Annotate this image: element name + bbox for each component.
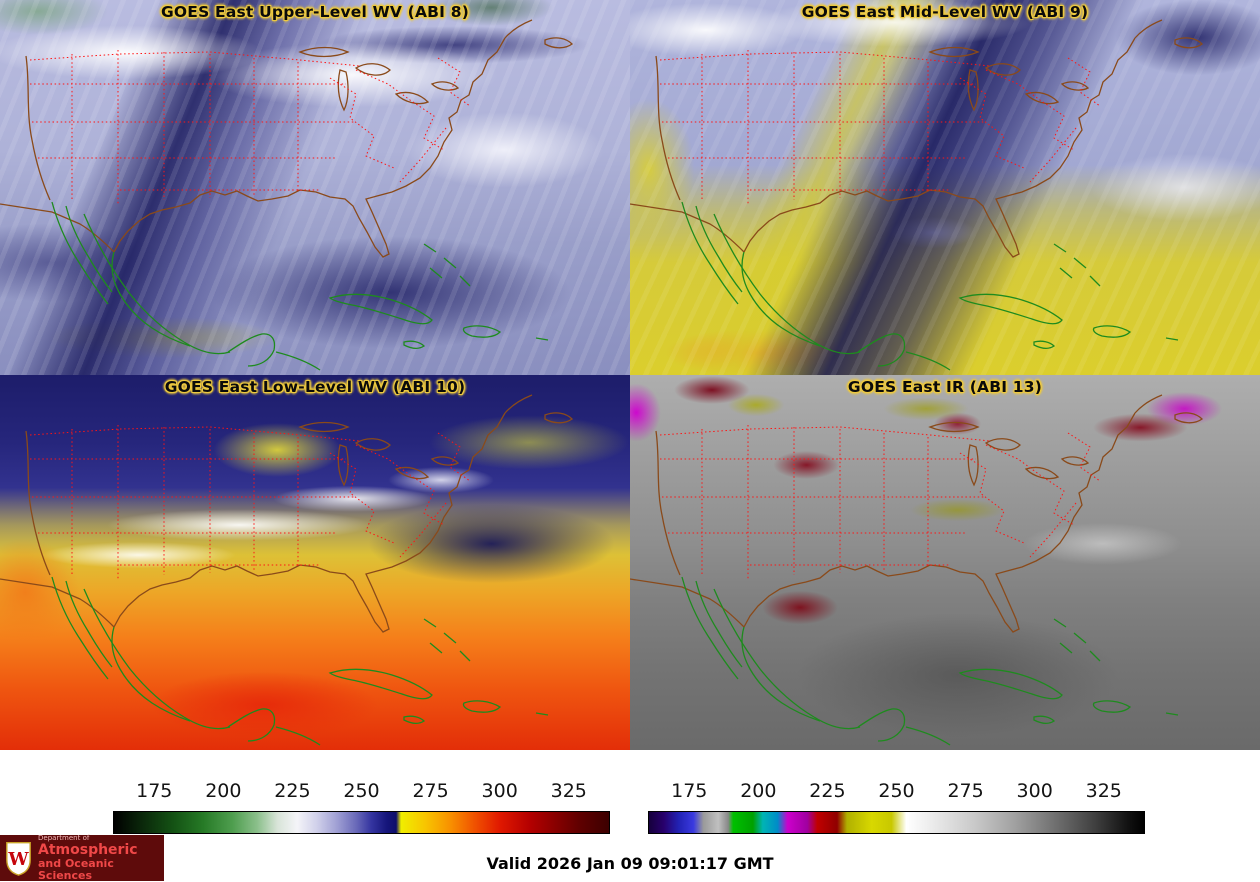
map-overlay — [0, 394, 573, 746]
logo-dept-prefix: Department of — [38, 833, 90, 842]
panel-title-abi10: GOES East Low-Level WV (ABI 10) — [164, 378, 466, 396]
uw-aos-logo: W Department of Atmospheric and Oceanic … — [0, 833, 164, 882]
panel-upper-level-wv: GOES East Upper-Level WV (ABI 8) — [0, 0, 630, 375]
colorbar-ir-gradient — [648, 811, 1145, 834]
satellite-imagery-abi8 — [0, 0, 630, 375]
satellite-imagery-abi13 — [630, 375, 1260, 750]
valid-time: Valid 2026 Jan 09 09:01:17 GMT — [486, 854, 774, 873]
tick-label: 300 — [1016, 780, 1053, 802]
tick-label: 275 — [947, 780, 984, 802]
uw-crest-icon: W — [6, 841, 31, 876]
satellite-imagery-abi9 — [630, 0, 1260, 375]
panel-title-abi8: GOES East Upper-Level WV (ABI 8) — [160, 3, 470, 21]
panel-ir: GOES East IR (ABI 13) — [630, 375, 1260, 750]
tick-label: 175 — [671, 780, 708, 802]
tick-label: 250 — [878, 780, 915, 802]
satellite-imagery-abi10 — [0, 375, 630, 750]
tick-label: 250 — [343, 780, 380, 802]
panel-title-abi13: GOES East IR (ABI 13) — [847, 378, 1043, 396]
map-overlay — [630, 394, 1203, 746]
legend-strip: 175 200 225 250 275 300 325 175 200 225 … — [0, 750, 1260, 881]
crest-letter: W — [7, 849, 29, 870]
tick-label: 300 — [481, 780, 518, 802]
colorbar-wv-gradient — [113, 811, 610, 834]
tick-label: 325 — [1085, 780, 1122, 802]
colorbar-wv: 175 200 225 250 275 300 325 — [113, 750, 610, 845]
tick-label: 225 — [809, 780, 846, 802]
colorbar-ir-ticks: 175 200 225 250 275 300 325 — [648, 780, 1145, 806]
map-overlay — [0, 19, 573, 371]
tick-label: 200 — [205, 780, 242, 802]
colorbar-ir: 175 200 225 250 275 300 325 — [648, 750, 1145, 845]
panel-mid-level-wv: GOES East Mid-Level WV (ABI 9) — [630, 0, 1260, 375]
colorbar-wv-ticks: 175 200 225 250 275 300 325 — [113, 780, 610, 806]
tick-label: 275 — [412, 780, 449, 802]
logo-line1: Atmospheric — [38, 842, 138, 859]
tick-label: 175 — [136, 780, 173, 802]
logo-line2: and Oceanic Sciences — [38, 856, 114, 882]
map-overlay — [630, 19, 1203, 371]
logo-text: Department of Atmospheric and Oceanic Sc… — [38, 833, 159, 882]
tick-label: 200 — [740, 780, 777, 802]
tick-label: 225 — [274, 780, 311, 802]
tick-label: 325 — [550, 780, 587, 802]
panel-low-level-wv: GOES East Low-Level WV (ABI 10) — [0, 375, 630, 750]
satellite-quadrant-grid: GOES East Upper-Level WV (ABI 8) GOES Ea… — [0, 0, 1260, 750]
panel-title-abi9: GOES East Mid-Level WV (ABI 9) — [801, 3, 1089, 21]
